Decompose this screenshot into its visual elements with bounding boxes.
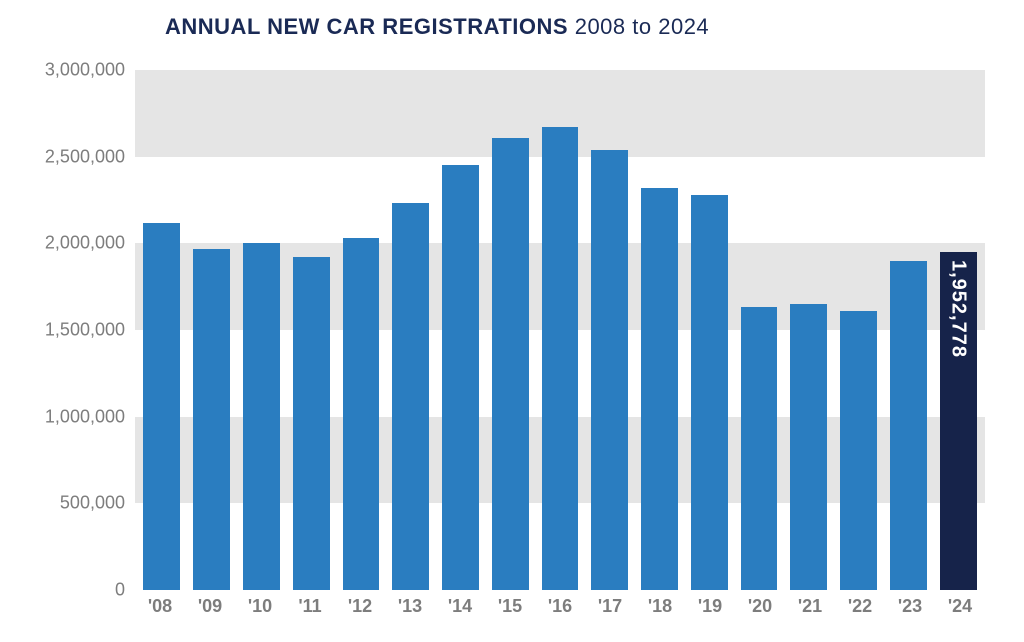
x-tick-label: '10	[235, 596, 285, 617]
chart-container: ANNUAL NEW CAR REGISTRATIONS 2008 to 202…	[0, 0, 1024, 642]
x-tick-label: '21	[785, 596, 835, 617]
bar	[890, 261, 927, 590]
bar	[840, 311, 877, 590]
bar	[442, 165, 479, 590]
bar	[691, 195, 728, 590]
y-tick-label: 3,000,000	[45, 60, 125, 81]
x-tick-label: '19	[685, 596, 735, 617]
bar-slot	[386, 70, 436, 590]
bar	[591, 150, 628, 590]
x-tick-label: '13	[385, 596, 435, 617]
x-tick-label: '17	[585, 596, 635, 617]
bar	[741, 307, 778, 590]
bar	[143, 223, 180, 590]
bar-slot	[784, 70, 834, 590]
bar-slot	[336, 70, 386, 590]
bar-slot	[436, 70, 486, 590]
x-tick-label: '15	[485, 596, 535, 617]
bar-slot	[684, 70, 734, 590]
bar	[193, 249, 230, 590]
x-tick-label: '18	[635, 596, 685, 617]
y-tick-label: 1,500,000	[45, 320, 125, 341]
x-axis-labels: '08'09'10'11'12'13'14'15'16'17'18'19'20'…	[135, 596, 985, 617]
bar-slot	[834, 70, 884, 590]
y-tick-label: 0	[115, 580, 125, 601]
chart-title-bold: ANNUAL NEW CAR REGISTRATIONS	[165, 14, 568, 39]
bar-slot	[585, 70, 635, 590]
x-tick-label: '12	[335, 596, 385, 617]
x-tick-label: '09	[185, 596, 235, 617]
bar-slot: 1,952,778	[933, 70, 983, 590]
bar	[293, 257, 330, 590]
bar-slot	[734, 70, 784, 590]
chart-title-light: 2008 to 2024	[575, 14, 709, 39]
bar-slot	[237, 70, 287, 590]
chart-title: ANNUAL NEW CAR REGISTRATIONS 2008 to 202…	[165, 14, 709, 40]
bar-slot	[883, 70, 933, 590]
x-tick-label: '20	[735, 596, 785, 617]
bar	[243, 243, 280, 590]
bar	[641, 188, 678, 590]
bar	[542, 127, 579, 590]
bar-slot	[137, 70, 187, 590]
x-tick-label: '11	[285, 596, 335, 617]
bar-slot	[187, 70, 237, 590]
bar-slot	[535, 70, 585, 590]
x-tick-label: '16	[535, 596, 585, 617]
y-tick-label: 1,000,000	[45, 406, 125, 427]
bar	[492, 138, 529, 590]
bar	[790, 304, 827, 590]
x-tick-label: '14	[435, 596, 485, 617]
bar	[392, 203, 429, 590]
bars-group: 1,952,778	[135, 70, 985, 590]
x-tick-label: '23	[885, 596, 935, 617]
x-tick-label: '08	[135, 596, 185, 617]
bar-slot	[635, 70, 685, 590]
bar-value-label: 1,952,778	[947, 260, 970, 358]
x-tick-label: '22	[835, 596, 885, 617]
y-tick-label: 500,000	[60, 493, 125, 514]
bar: 1,952,778	[940, 252, 977, 590]
y-tick-label: 2,500,000	[45, 146, 125, 167]
plot-area: 1,952,778 0500,0001,000,0001,500,0002,00…	[135, 70, 985, 590]
bar	[343, 238, 380, 590]
y-tick-label: 2,000,000	[45, 233, 125, 254]
x-tick-label: '24	[935, 596, 985, 617]
bar-slot	[286, 70, 336, 590]
bar-slot	[485, 70, 535, 590]
